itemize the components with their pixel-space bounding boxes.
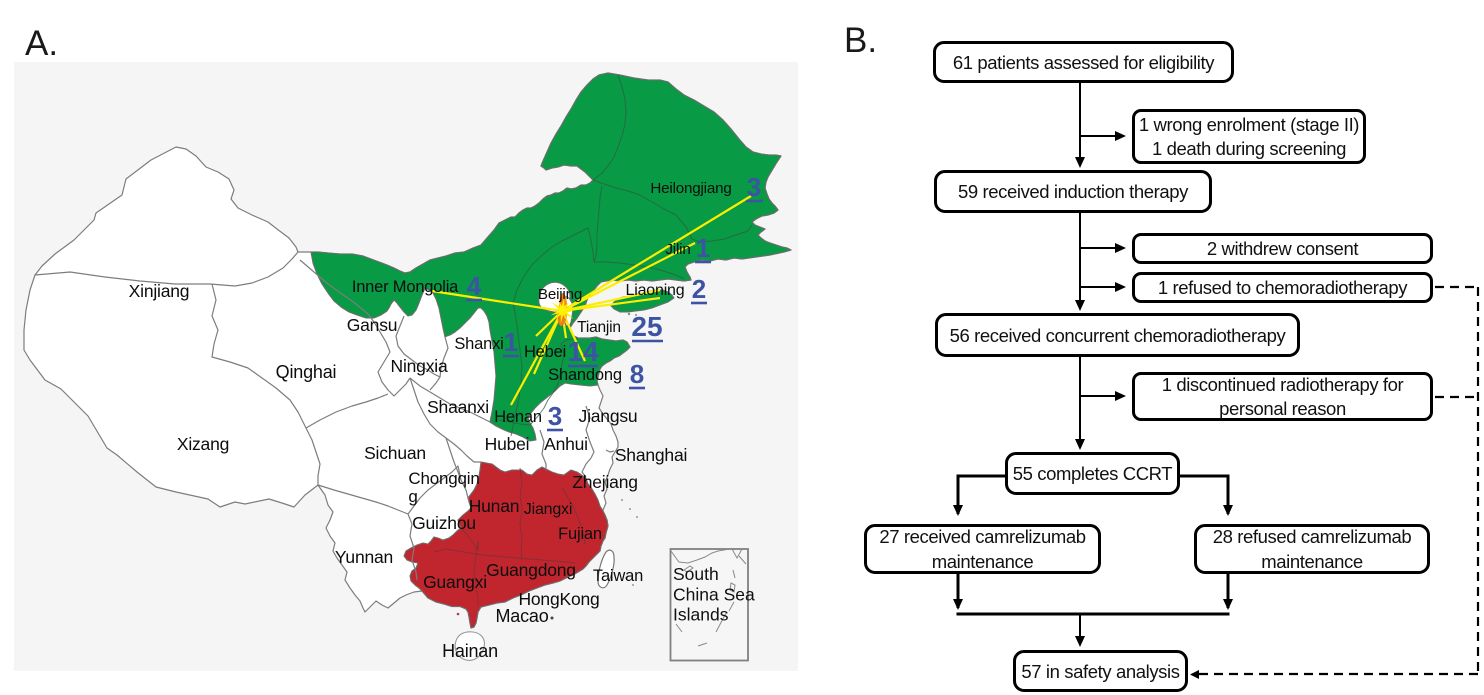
svg-text:14: 14 xyxy=(567,336,599,367)
svg-text:Ningxia: Ningxia xyxy=(391,356,448,376)
svg-text:Hainan: Hainan xyxy=(442,641,498,661)
svg-text:2: 2 xyxy=(692,274,706,304)
svg-text:Guangxi: Guangxi xyxy=(423,572,487,592)
svg-text:Taiwan: Taiwan xyxy=(593,567,643,585)
svg-text:Chongqin: Chongqin xyxy=(408,469,479,488)
svg-text:g: g xyxy=(408,487,417,506)
svg-text:Jilin: Jilin xyxy=(665,241,690,258)
svg-text:South: South xyxy=(673,564,719,584)
svg-text:1: 1 xyxy=(696,233,710,263)
svg-text:Jiangxi: Jiangxi xyxy=(524,501,572,518)
svg-text:Xinjiang: Xinjiang xyxy=(129,281,190,301)
svg-text:Fujian: Fujian xyxy=(558,525,602,543)
svg-text:Sichuan: Sichuan xyxy=(364,443,426,463)
svg-text:Yunnan: Yunnan xyxy=(335,547,393,567)
svg-text:Gansu: Gansu xyxy=(347,315,398,335)
svg-text:Heilongjiang: Heilongjiang xyxy=(650,180,731,197)
svg-text:Guizhou: Guizhou xyxy=(412,513,476,533)
svg-text:Shaanxi: Shaanxi xyxy=(427,397,489,417)
svg-text:Jiangsu: Jiangsu xyxy=(579,406,638,426)
svg-text:Islands: Islands xyxy=(673,605,729,625)
svg-text:25: 25 xyxy=(631,311,662,342)
svg-text:Hubei: Hubei xyxy=(485,434,530,454)
svg-text:Macao: Macao xyxy=(495,606,548,626)
svg-text:Inner Mongolia: Inner Mongolia xyxy=(352,278,459,296)
svg-text:Liaoning: Liaoning xyxy=(626,282,685,299)
svg-text:Shandong: Shandong xyxy=(548,366,622,384)
svg-text:China Sea: China Sea xyxy=(673,585,755,605)
svg-text:Anhui: Anhui xyxy=(544,434,588,454)
svg-text:Hunan: Hunan xyxy=(469,496,520,516)
svg-text:Guangdong: Guangdong xyxy=(486,560,576,580)
svg-text:3: 3 xyxy=(548,401,562,431)
svg-text:1: 1 xyxy=(504,327,518,357)
svg-text:Qinghai: Qinghai xyxy=(276,362,337,382)
svg-text:3: 3 xyxy=(747,172,761,202)
svg-text:Shanxi: Shanxi xyxy=(454,335,503,353)
svg-text:Shanghai: Shanghai xyxy=(615,445,687,465)
svg-text:Beijing: Beijing xyxy=(538,286,582,303)
svg-text:Xizang: Xizang xyxy=(177,434,229,454)
svg-text:Henan: Henan xyxy=(494,408,542,426)
svg-text:Tianjin: Tianjin xyxy=(577,319,621,336)
svg-text:Hebei: Hebei xyxy=(524,343,566,361)
svg-text:Zhejiang: Zhejiang xyxy=(572,472,638,492)
svg-text:4: 4 xyxy=(467,271,482,301)
svg-text:HongKong: HongKong xyxy=(518,589,599,609)
svg-text:8: 8 xyxy=(630,359,644,389)
